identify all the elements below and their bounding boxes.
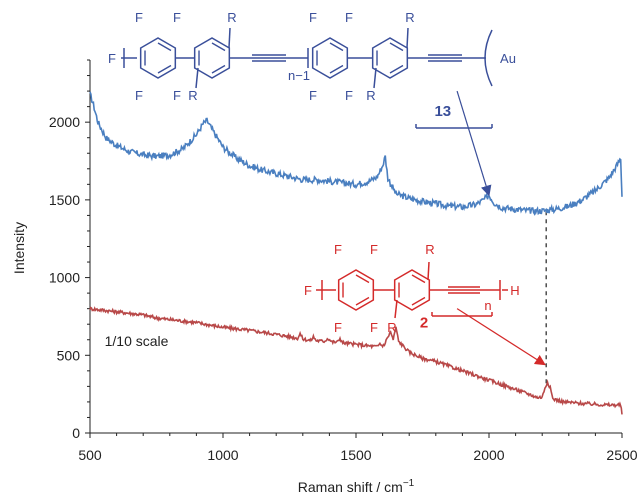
fluorine-label: F [135, 10, 143, 25]
single-bond [373, 67, 377, 89]
double-bond [411, 296, 426, 306]
x-tick-label: 1000 [207, 447, 238, 463]
fluorine-label: F [173, 88, 181, 103]
single-bond [195, 67, 199, 89]
hydrogen-label: H [510, 283, 519, 298]
x-axis-title-main: Raman shift / cm [298, 479, 403, 495]
perfluoro-ring [337, 269, 375, 311]
gold-surface-arc [484, 29, 493, 87]
single-bond [406, 27, 409, 49]
single-bond [394, 299, 398, 319]
fluorine-label: F [135, 88, 143, 103]
fluorine-label: F [345, 88, 353, 103]
y-tick-label: 1500 [49, 192, 80, 208]
double-bond [355, 274, 370, 284]
spectrum-2-line [89, 306, 623, 415]
repeat-subscript: n−1 [288, 68, 310, 83]
r-group-label: R [188, 88, 197, 103]
x-axis-title: Raman shift / cm−1 [298, 478, 415, 495]
x-ticks: 500 1000 1500 2000 2500 [78, 433, 638, 463]
repeat-subscript: n [484, 298, 491, 313]
perfluoro-ring-1 [139, 37, 177, 79]
fluorine-label: F [108, 51, 116, 66]
y-tick-label: 1000 [49, 270, 80, 286]
aryl-ring [393, 269, 431, 311]
axes [89, 60, 622, 434]
arrow-13-to-peak [456, 90, 492, 197]
fluorine-label: F [334, 242, 342, 257]
aryl-ring-1 [193, 37, 231, 79]
double-bond [211, 42, 226, 52]
x-tick-label: 2000 [473, 447, 504, 463]
double-bond [157, 42, 172, 52]
compound-2-label: 2 [420, 314, 428, 331]
y-tick-label: 2000 [49, 114, 80, 130]
double-bond [389, 64, 404, 74]
gold-label: Au [500, 51, 516, 66]
scale-annotation: 1/10 scale [105, 333, 169, 349]
aryl-ring-2 [371, 37, 409, 79]
spectrum-13-line [89, 91, 623, 217]
r-group-label: R [405, 10, 414, 25]
double-bond [411, 274, 426, 284]
double-bond [355, 296, 370, 306]
double-bond [329, 64, 344, 74]
single-bond [427, 261, 430, 281]
x-tick-label: 2500 [606, 447, 637, 463]
x-tick-label: 500 [78, 447, 102, 463]
fluorine-label: F [370, 242, 378, 257]
single-bond [228, 27, 231, 49]
x-tick-label: 1500 [340, 447, 371, 463]
fluorine-label: F [173, 10, 181, 25]
compound-13-label: 13 [434, 103, 451, 120]
r-group-label: R [387, 320, 396, 335]
fluorine-label: F [334, 320, 342, 335]
double-bond [389, 42, 404, 52]
fluorine-label: F [304, 283, 312, 298]
fluorine-label: F [345, 10, 353, 25]
double-bond [157, 64, 172, 74]
perfluoro-ring-2 [311, 37, 349, 79]
fluorine-label: F [309, 10, 317, 25]
y-ticks: 0 500 1000 1500 2000 [49, 59, 90, 441]
y-tick-label: 0 [72, 425, 80, 441]
x-axis-title-superscript: −1 [403, 478, 415, 489]
arrow-2-to-peak [456, 308, 546, 366]
r-group-label: R [425, 242, 434, 257]
y-tick-label: 500 [57, 347, 81, 363]
r-group-label: R [366, 88, 375, 103]
y-axis-title: Intensity [11, 222, 27, 274]
r-group-label: R [227, 10, 236, 25]
double-bond [329, 42, 344, 52]
fluorine-label: F [370, 320, 378, 335]
fluorine-label: F [309, 88, 317, 103]
double-bond [211, 64, 226, 74]
